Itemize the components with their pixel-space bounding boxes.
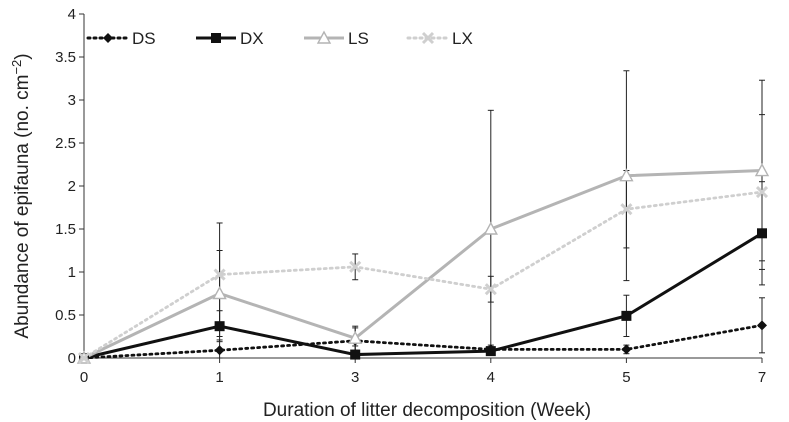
y-tick-label: 4 — [68, 6, 76, 23]
point-ds — [214, 345, 225, 356]
y-axis-title: Abundance of epifauna (no. cm−2) — [9, 53, 33, 338]
legend-label-ls: LS — [348, 29, 369, 48]
point-ls — [483, 221, 498, 235]
legend: DS DX LS LX — [86, 29, 473, 48]
y-tick-label: 3.5 — [55, 49, 76, 66]
x-tick-label: 1 — [215, 369, 223, 386]
x-tick-label: 0 — [80, 369, 88, 386]
point-ls — [619, 168, 634, 182]
point-lx-stroke — [77, 351, 91, 365]
point-lx-stroke — [213, 268, 226, 281]
series-line-ls — [83, 169, 763, 360]
point-lx — [213, 268, 226, 281]
legend-marker-ls — [316, 30, 332, 44]
legend-marker-dx — [211, 33, 221, 43]
legend-label-ds: DS — [132, 29, 156, 48]
y-axis-title-superscript: −2 — [9, 60, 24, 75]
point-ls — [212, 286, 227, 300]
series-line-lx — [82, 190, 764, 360]
legend-label-lx: LX — [452, 29, 473, 48]
point-lx-stroke — [620, 203, 633, 216]
axes: 0 0.5 1 1.5 2 2.5 3 3.5 4 0 1 3 4 5 7 — [55, 6, 766, 386]
y-tick-label: 2 — [68, 178, 76, 195]
x-axis-title: Duration of litter decomposition (Week) — [263, 400, 591, 421]
x-tick-label: 7 — [758, 369, 766, 386]
point-dx — [757, 228, 767, 239]
y-tick-label: 1.5 — [55, 221, 76, 238]
y-axis-title-main: Abundance of epifauna (no. cm — [12, 75, 33, 339]
point-dx — [350, 349, 361, 360]
point-lx — [620, 203, 633, 216]
point-lx-stroke — [755, 185, 769, 199]
point-ds — [757, 320, 767, 331]
legend-marker-lx-stroke — [421, 31, 435, 45]
series-markers — [76, 163, 770, 365]
y-tick-label: 0 — [68, 350, 76, 367]
x-tick-label: 4 — [487, 369, 495, 386]
point-lx — [484, 283, 497, 296]
legend-label-dx: DX — [240, 29, 264, 48]
point-dx — [485, 346, 496, 357]
y-tick-label: 0.5 — [55, 307, 76, 324]
legend-marker-ds — [103, 33, 113, 43]
point-lx-stroke — [349, 260, 362, 273]
point-lx — [77, 351, 91, 365]
legend-marker-lx — [421, 31, 435, 45]
point-lx-stroke — [484, 283, 497, 296]
series-line-dx — [83, 232, 763, 360]
point-lx — [349, 260, 362, 273]
y-tick-label: 1 — [68, 264, 76, 281]
error-bars — [216, 70, 765, 359]
series-line-ds — [82, 323, 764, 360]
y-tick-label: 2.5 — [55, 135, 76, 152]
y-tick-label: 3 — [68, 92, 76, 109]
x-tick-label: 5 — [622, 369, 630, 386]
y-axis-title-end: ) — [12, 53, 33, 59]
point-ds — [621, 344, 632, 355]
point-ls — [754, 163, 770, 177]
point-dx — [214, 321, 225, 332]
point-dx — [621, 310, 632, 321]
point-ls — [348, 330, 363, 344]
point-lx — [755, 185, 769, 199]
series-lines — [82, 169, 764, 360]
x-tick-label: 3 — [351, 369, 359, 386]
